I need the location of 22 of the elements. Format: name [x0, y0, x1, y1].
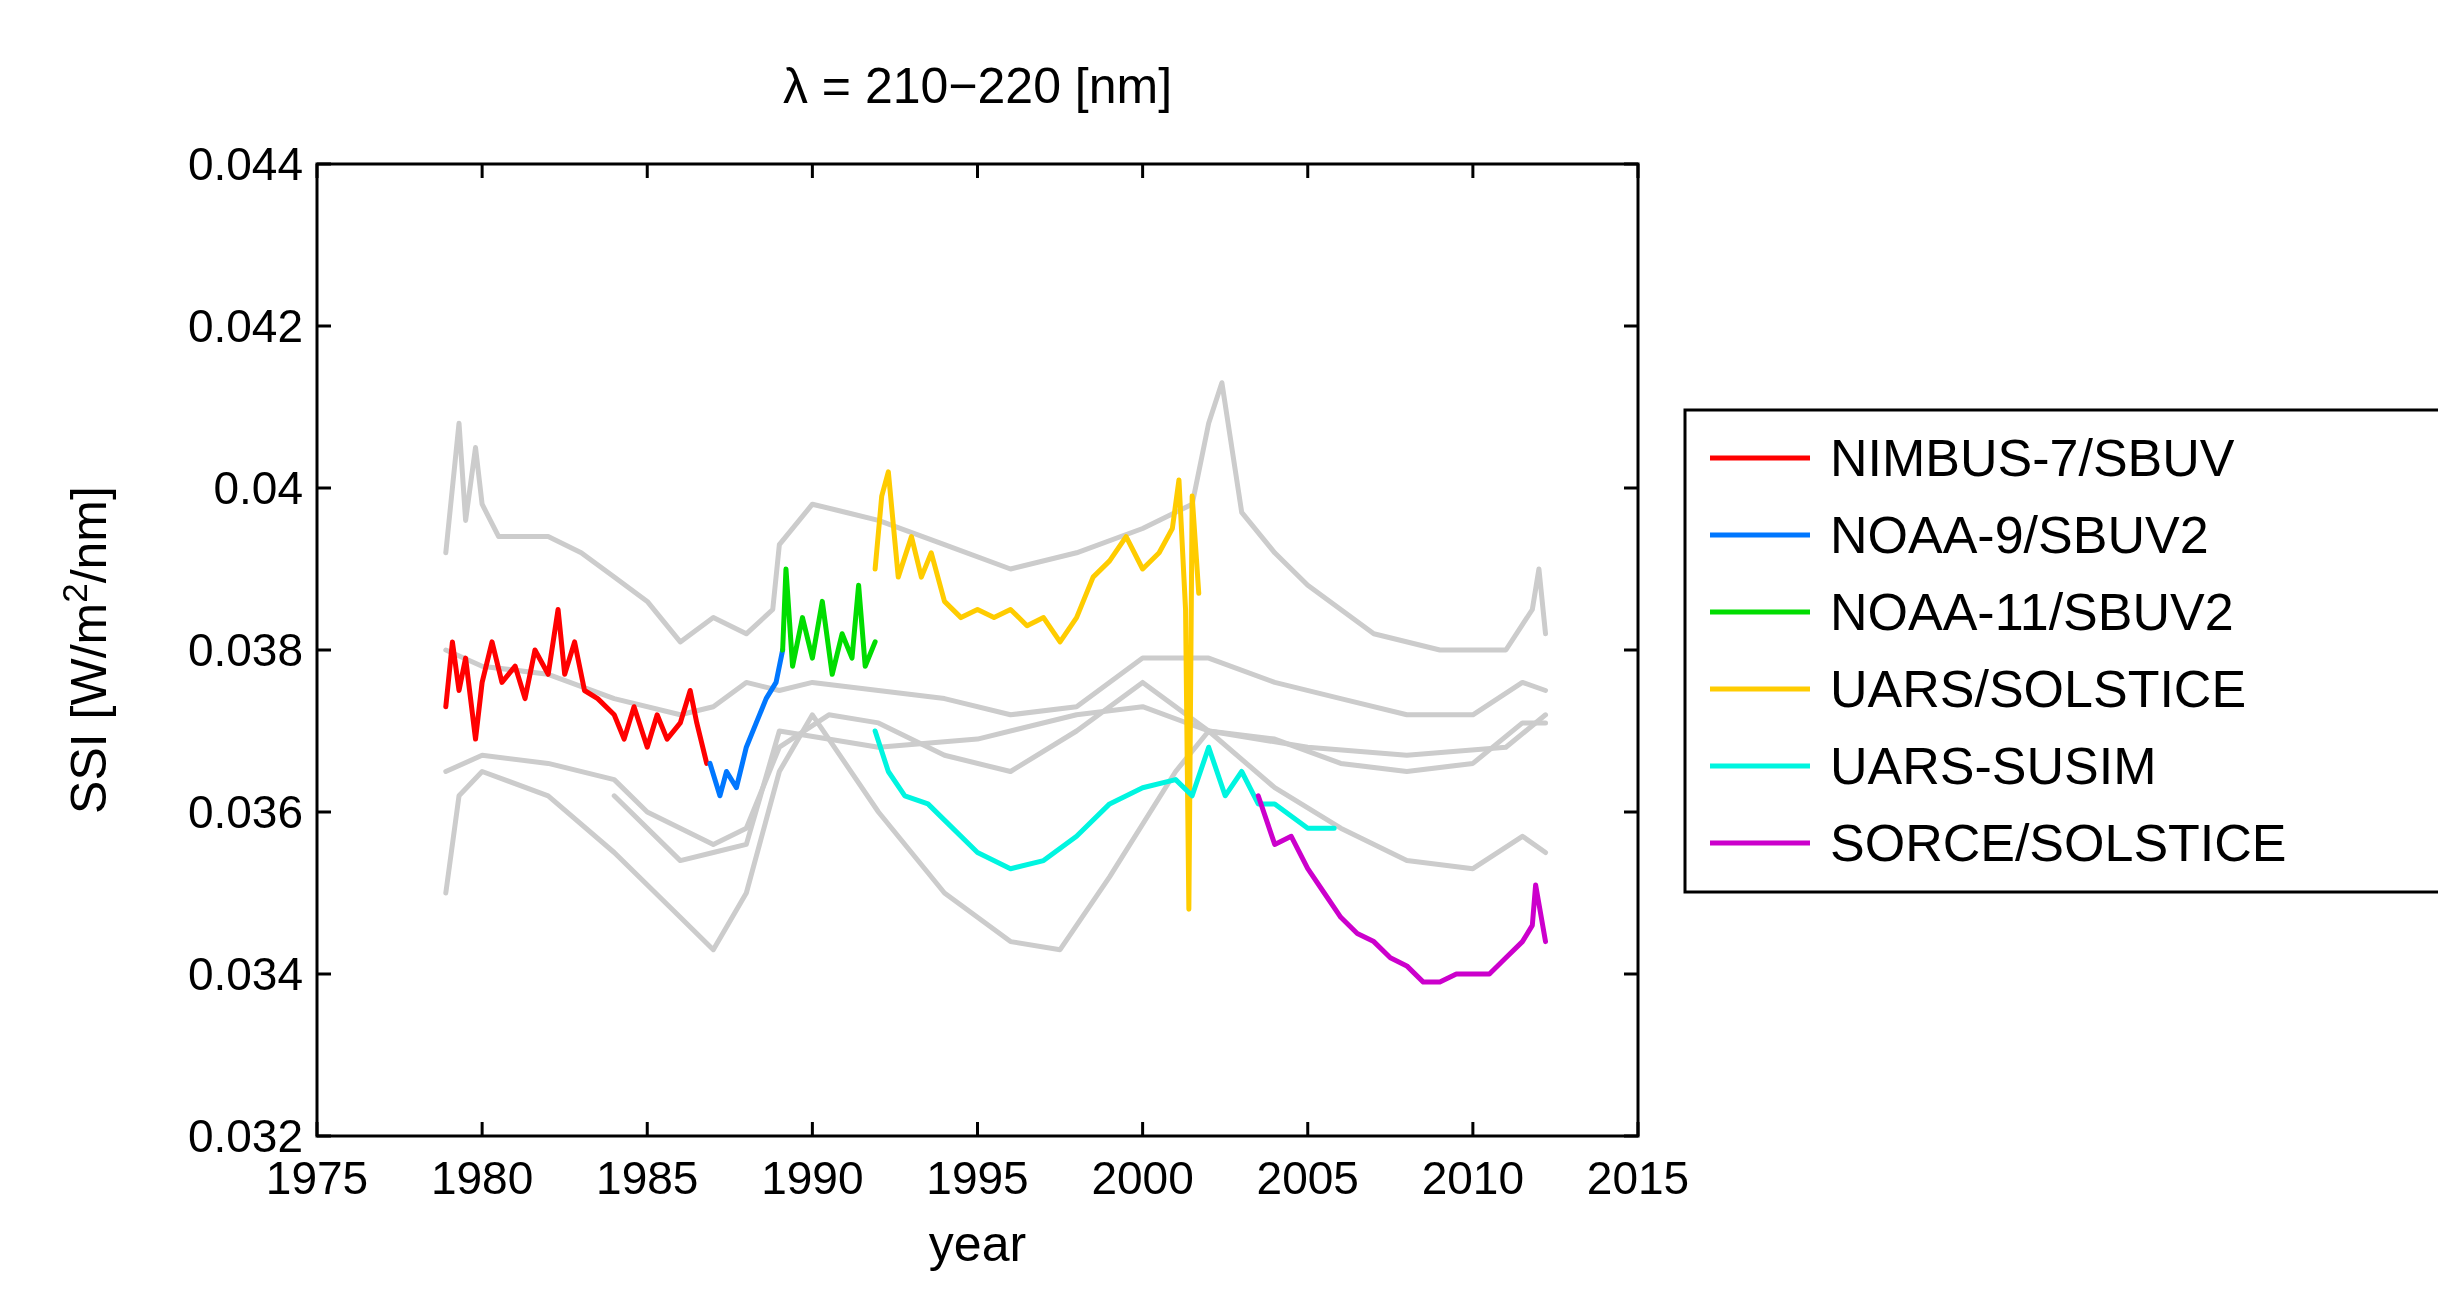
chart-title: λ = 210−220 [nm] — [782, 58, 1173, 114]
y-tick-label: 0.034 — [187, 948, 303, 1001]
legend-label: NIMBUS-7/SBUV — [1830, 429, 2235, 488]
y-tick-label: 0.044 — [187, 138, 303, 191]
x-tick-label: 1990 — [761, 1152, 864, 1204]
x-axis-title: year — [928, 1216, 1027, 1272]
y-tick-label: 0.042 — [187, 300, 303, 353]
y-tick-label: 0.038 — [187, 624, 303, 677]
legend-label: SORCE/SOLSTICE — [1830, 814, 2287, 873]
x-tick-label: 2015 — [1586, 1152, 1690, 1204]
x-tick-label: 2010 — [1421, 1152, 1525, 1204]
legend-label: UARS-SUSIM — [1830, 737, 2157, 796]
x-tick-label: 2005 — [1256, 1152, 1359, 1204]
legend-label: UARS/SOLSTICE — [1830, 660, 2247, 719]
y-tick-label: 0.04 — [213, 462, 303, 515]
y-tick-label: 0.036 — [187, 786, 303, 839]
legend-label: NOAA-9/SBUV2 — [1830, 506, 2209, 565]
x-tick-label: 1995 — [926, 1152, 1029, 1204]
x-tick-label: 1980 — [430, 1152, 534, 1204]
x-tick-label: 1985 — [596, 1152, 699, 1204]
legend-label: NOAA-11/SBUV2 — [1830, 583, 2234, 642]
x-tick-label: 2000 — [1091, 1152, 1194, 1204]
